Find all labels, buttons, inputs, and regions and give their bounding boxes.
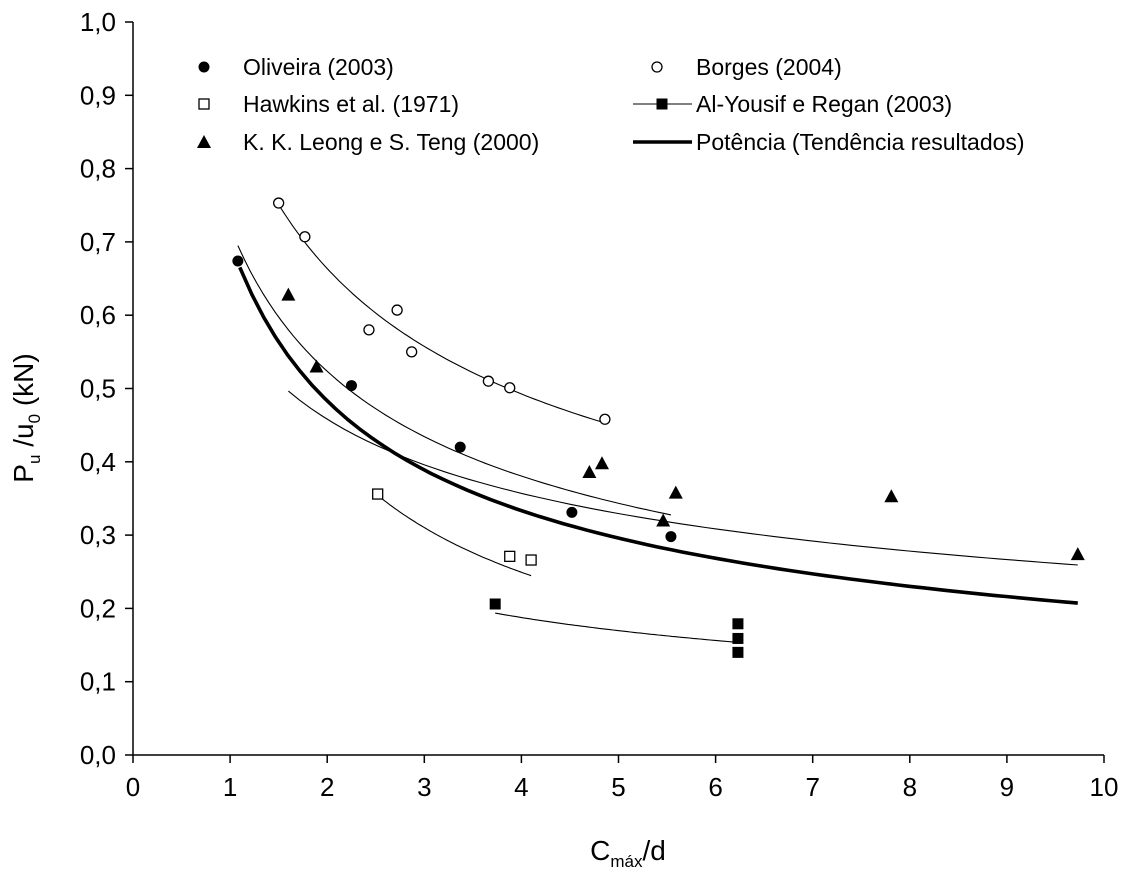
data-point [489,598,501,610]
data-point [732,646,744,658]
data-point [345,380,357,392]
data-point [594,456,609,470]
y-tick-label: 0,3 [80,520,116,550]
data-point [372,488,384,500]
trend-line [288,390,1078,566]
trend-line [278,204,606,424]
y-tick-label: 0,7 [80,227,116,257]
data-point [732,632,744,644]
data-point [272,197,285,209]
x-tick-label: 2 [320,772,334,802]
y-tick-label: 0,6 [80,300,116,330]
data-point [656,513,671,527]
data-point [566,506,578,518]
data-point [504,550,516,563]
x-tick-label: 3 [417,772,431,802]
data-point [884,489,899,503]
y-tick-label: 0,1 [80,667,116,697]
data-point [454,441,466,453]
legend-entry-label: Oliveira (2003) [243,54,394,80]
trend-line [238,266,1078,605]
data-point [198,61,210,73]
data-point [599,413,611,425]
data-markers [232,197,1085,658]
x-tick-label: 5 [611,772,625,802]
data-point [198,98,210,110]
y-tick-label: 0,0 [80,740,116,770]
y-tick-label: 0,8 [80,154,116,184]
legend: Oliveira (2003) Borges (2004) Hawkins et a… [197,54,1025,155]
axes: 0 1 2 3 4 5 6 7 8 9 10 0,0 0,1 0,2 0,3 0,4 0,5 0,6 0,7 0,8 0… [80,7,1119,802]
y-tick-label: 0,5 [80,374,116,404]
legend-entry-label: Borges (2004) [696,54,842,80]
trend-lines [237,204,1078,643]
data-point [363,324,375,336]
legend-entry-label: K. K. Leong e S. Teng (2000) [243,129,539,155]
data-point [582,465,597,479]
x-tick-label: 10 [1090,772,1119,802]
trend-line [495,612,738,643]
x-tick-label: 9 [1000,772,1014,802]
data-point [482,375,495,387]
data-point [651,61,663,73]
y-tick-label: 0,2 [80,593,116,623]
data-point [406,346,418,358]
data-point [732,618,744,630]
x-tick-label: 4 [514,772,528,802]
x-tick-label: 1 [223,772,237,802]
x-tick-label: 7 [805,772,819,802]
x-tick-label: 8 [903,772,917,802]
x-axis-title: Cmáx/d [590,835,666,871]
y-axis-title: Pu /u0 (kN) [8,353,44,482]
y-tick-label: 1,0 [80,7,116,37]
data-point [391,304,403,316]
trend-line [237,245,672,516]
data-point [281,287,296,301]
data-point [232,255,244,267]
data-point [656,98,668,110]
trend-line [377,494,532,577]
legend-entry-label: Al-Yousif e Regan (2003) [696,91,952,117]
x-tick-label: 6 [708,772,722,802]
legend-entry-label: Potência (Tendência resultados) [696,129,1025,155]
data-point [197,135,211,148]
data-point [504,382,516,394]
data-point [668,485,683,499]
y-tick-label: 0,4 [80,447,116,477]
y-tick-label: 0,9 [80,80,116,110]
data-point [1070,547,1085,561]
legend-entry-label: Hawkins et al. (1971) [243,91,459,117]
data-point [525,554,537,566]
x-tick-label: 0 [126,772,140,802]
data-point [299,231,311,243]
data-point [665,531,677,543]
data-point [309,359,324,373]
